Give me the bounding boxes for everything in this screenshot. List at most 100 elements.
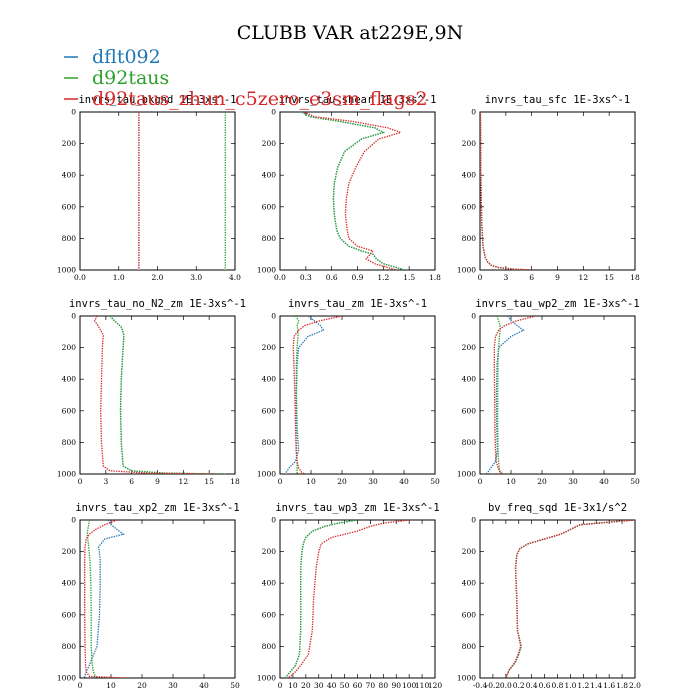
x-tick-label: 0 xyxy=(78,681,83,690)
series-line-dflt092 xyxy=(485,316,525,474)
x-tick-label: 1.0 xyxy=(564,681,576,690)
series-line-dflt092 xyxy=(480,112,532,270)
x-tick-label: 0.6 xyxy=(539,681,551,690)
x-tick-label: 0 xyxy=(278,681,283,690)
y-tick-label: 400 xyxy=(262,375,277,384)
y-tick-label: 800 xyxy=(62,642,77,651)
x-tick-label: 15 xyxy=(204,477,214,486)
x-tick-label: 1.6 xyxy=(603,681,615,690)
plot-frame xyxy=(79,519,236,679)
y-tick-label: 1000 xyxy=(457,266,476,275)
series-line-dflt092 xyxy=(109,316,227,474)
x-tick-label: 20 xyxy=(337,477,347,486)
plot-frame xyxy=(479,519,636,679)
plot-frame xyxy=(479,315,636,475)
y-tick-label: 400 xyxy=(62,579,77,588)
y-tick-label: 1000 xyxy=(57,470,76,479)
y-tick-label: 600 xyxy=(462,406,477,415)
x-tick-label: 0.0 xyxy=(274,273,286,282)
x-tick-label: 50 xyxy=(340,681,350,690)
x-tick-label: 0.0 xyxy=(500,681,512,690)
x-tick-label: 1.2 xyxy=(577,681,589,690)
x-tick-label: 15 xyxy=(604,273,614,282)
series-line-d92taus xyxy=(301,112,406,270)
y-tick-label: 600 xyxy=(262,406,277,415)
x-tick-label: 70 xyxy=(366,681,376,690)
y-tick-label: 200 xyxy=(62,139,77,148)
y-tick-label: 400 xyxy=(62,375,77,384)
x-tick-label: 0.4 xyxy=(526,681,538,690)
x-tick-label: 2.0 xyxy=(629,681,641,690)
panel-8: invrs_tau_wp3_zm 1E-3xs^-1 0 10 20 30 40 50 60 7… xyxy=(257,502,442,690)
series-line-dflt092 xyxy=(284,520,358,678)
y-tick-label: 400 xyxy=(262,579,277,588)
y-tick-label: 800 xyxy=(62,234,77,243)
x-tick-label: 80 xyxy=(379,681,389,690)
legend-label-d92taus: d92taus xyxy=(92,67,169,89)
y-tick-label: 1000 xyxy=(57,674,76,683)
series-line-dflt092 xyxy=(505,520,635,678)
series-line-dflt092 xyxy=(84,520,125,678)
x-tick-label: 20 xyxy=(137,681,147,690)
series-line-d92taus xyxy=(496,316,503,474)
x-tick-label: 1.4 xyxy=(590,681,602,690)
y-tick-label: 200 xyxy=(462,547,477,556)
x-tick-label: 2.0 xyxy=(152,273,164,282)
y-tick-label: 800 xyxy=(262,642,277,651)
panel-title: invrs_tau_no_N2_zm 1E-3xs^-1 xyxy=(69,298,246,310)
x-tick-label: 9 xyxy=(155,477,160,486)
x-tick-label: 40 xyxy=(199,681,209,690)
plot-frame xyxy=(79,111,236,271)
y-tick-label: 0 xyxy=(271,108,276,117)
series-line-d92taus xyxy=(284,520,358,678)
panels-grid: invrs_tau_bkgnd 1E-3xs^-1 0.0 1.0 2.0 3.0 4.0… xyxy=(57,94,641,690)
series-line-d92taus_zhun_c5zero_e3sm_flags2 xyxy=(292,316,343,474)
x-tick-label: 1.0 xyxy=(113,273,125,282)
y-tick-label: 0 xyxy=(471,516,476,525)
series-line-d92taus_zhun_c5zero_e3sm_flags2 xyxy=(303,112,403,270)
y-tick-label: 0 xyxy=(71,516,76,525)
y-tick-label: 400 xyxy=(462,579,477,588)
series-line-d92taus_zhun_c5zero_e3sm_flags2 xyxy=(93,316,218,474)
y-tick-label: 800 xyxy=(462,642,477,651)
x-tick-label: 30 xyxy=(314,681,324,690)
y-tick-label: 600 xyxy=(262,610,277,619)
y-tick-label: 1000 xyxy=(257,674,276,683)
y-tick-label: 200 xyxy=(462,343,477,352)
x-tick-label: 30 xyxy=(168,681,178,690)
y-tick-label: 600 xyxy=(62,406,77,415)
series-line-d92taus_zhun_c5zero_e3sm_flags2 xyxy=(480,112,532,270)
plot-frame xyxy=(279,315,436,475)
y-tick-label: 200 xyxy=(62,343,77,352)
panel-9: bv_freq_sqd 1E-3x1/s^2-0.4-0.2 0.0 0.2 0.4 0… xyxy=(457,502,641,690)
y-tick-label: 800 xyxy=(62,438,77,447)
x-tick-label: -0.4 xyxy=(473,681,488,690)
y-tick-label: 1000 xyxy=(457,470,476,479)
legend: dflt092 d92taus d92taus_zhun_c5zero_e3sm… xyxy=(64,46,428,110)
y-tick-label: 400 xyxy=(62,171,77,180)
panel-title: invrs_tau_sfc 1E-3xs^-1 xyxy=(485,94,630,106)
x-tick-label: 12 xyxy=(579,273,589,282)
y-tick-label: 0 xyxy=(271,516,276,525)
y-tick-label: 1000 xyxy=(57,266,76,275)
panel-5: invrs_tau_zm 1E-3xs^-1 0 10 20 30 40 50 0 200 400… xyxy=(257,298,440,486)
x-tick-label: 40 xyxy=(327,681,337,690)
panel-title: bv_freq_sqd 1E-3x1/s^2 xyxy=(488,502,627,514)
panel-1: invrs_tau_bkgnd 1E-3xs^-1 0.0 1.0 2.0 3.0 4.0… xyxy=(57,94,241,282)
x-tick-label: 60 xyxy=(353,681,363,690)
panel-4: invrs_tau_no_N2_zm 1E-3xs^-1 0 3 6 9 12 15 18 0 2… xyxy=(57,298,246,486)
x-tick-label: 6 xyxy=(129,477,134,486)
x-tick-label: 0 xyxy=(478,477,483,486)
x-tick-label: 0 xyxy=(278,477,283,486)
y-tick-label: 200 xyxy=(262,139,277,148)
y-tick-label: 400 xyxy=(462,375,477,384)
y-tick-label: 0 xyxy=(471,108,476,117)
y-tick-label: 800 xyxy=(462,234,477,243)
y-tick-label: 200 xyxy=(262,343,277,352)
x-tick-label: 10 xyxy=(306,477,316,486)
y-tick-label: 800 xyxy=(262,438,277,447)
x-tick-label: 30 xyxy=(568,477,578,486)
y-tick-label: 0 xyxy=(71,312,76,321)
y-tick-label: 400 xyxy=(462,171,477,180)
